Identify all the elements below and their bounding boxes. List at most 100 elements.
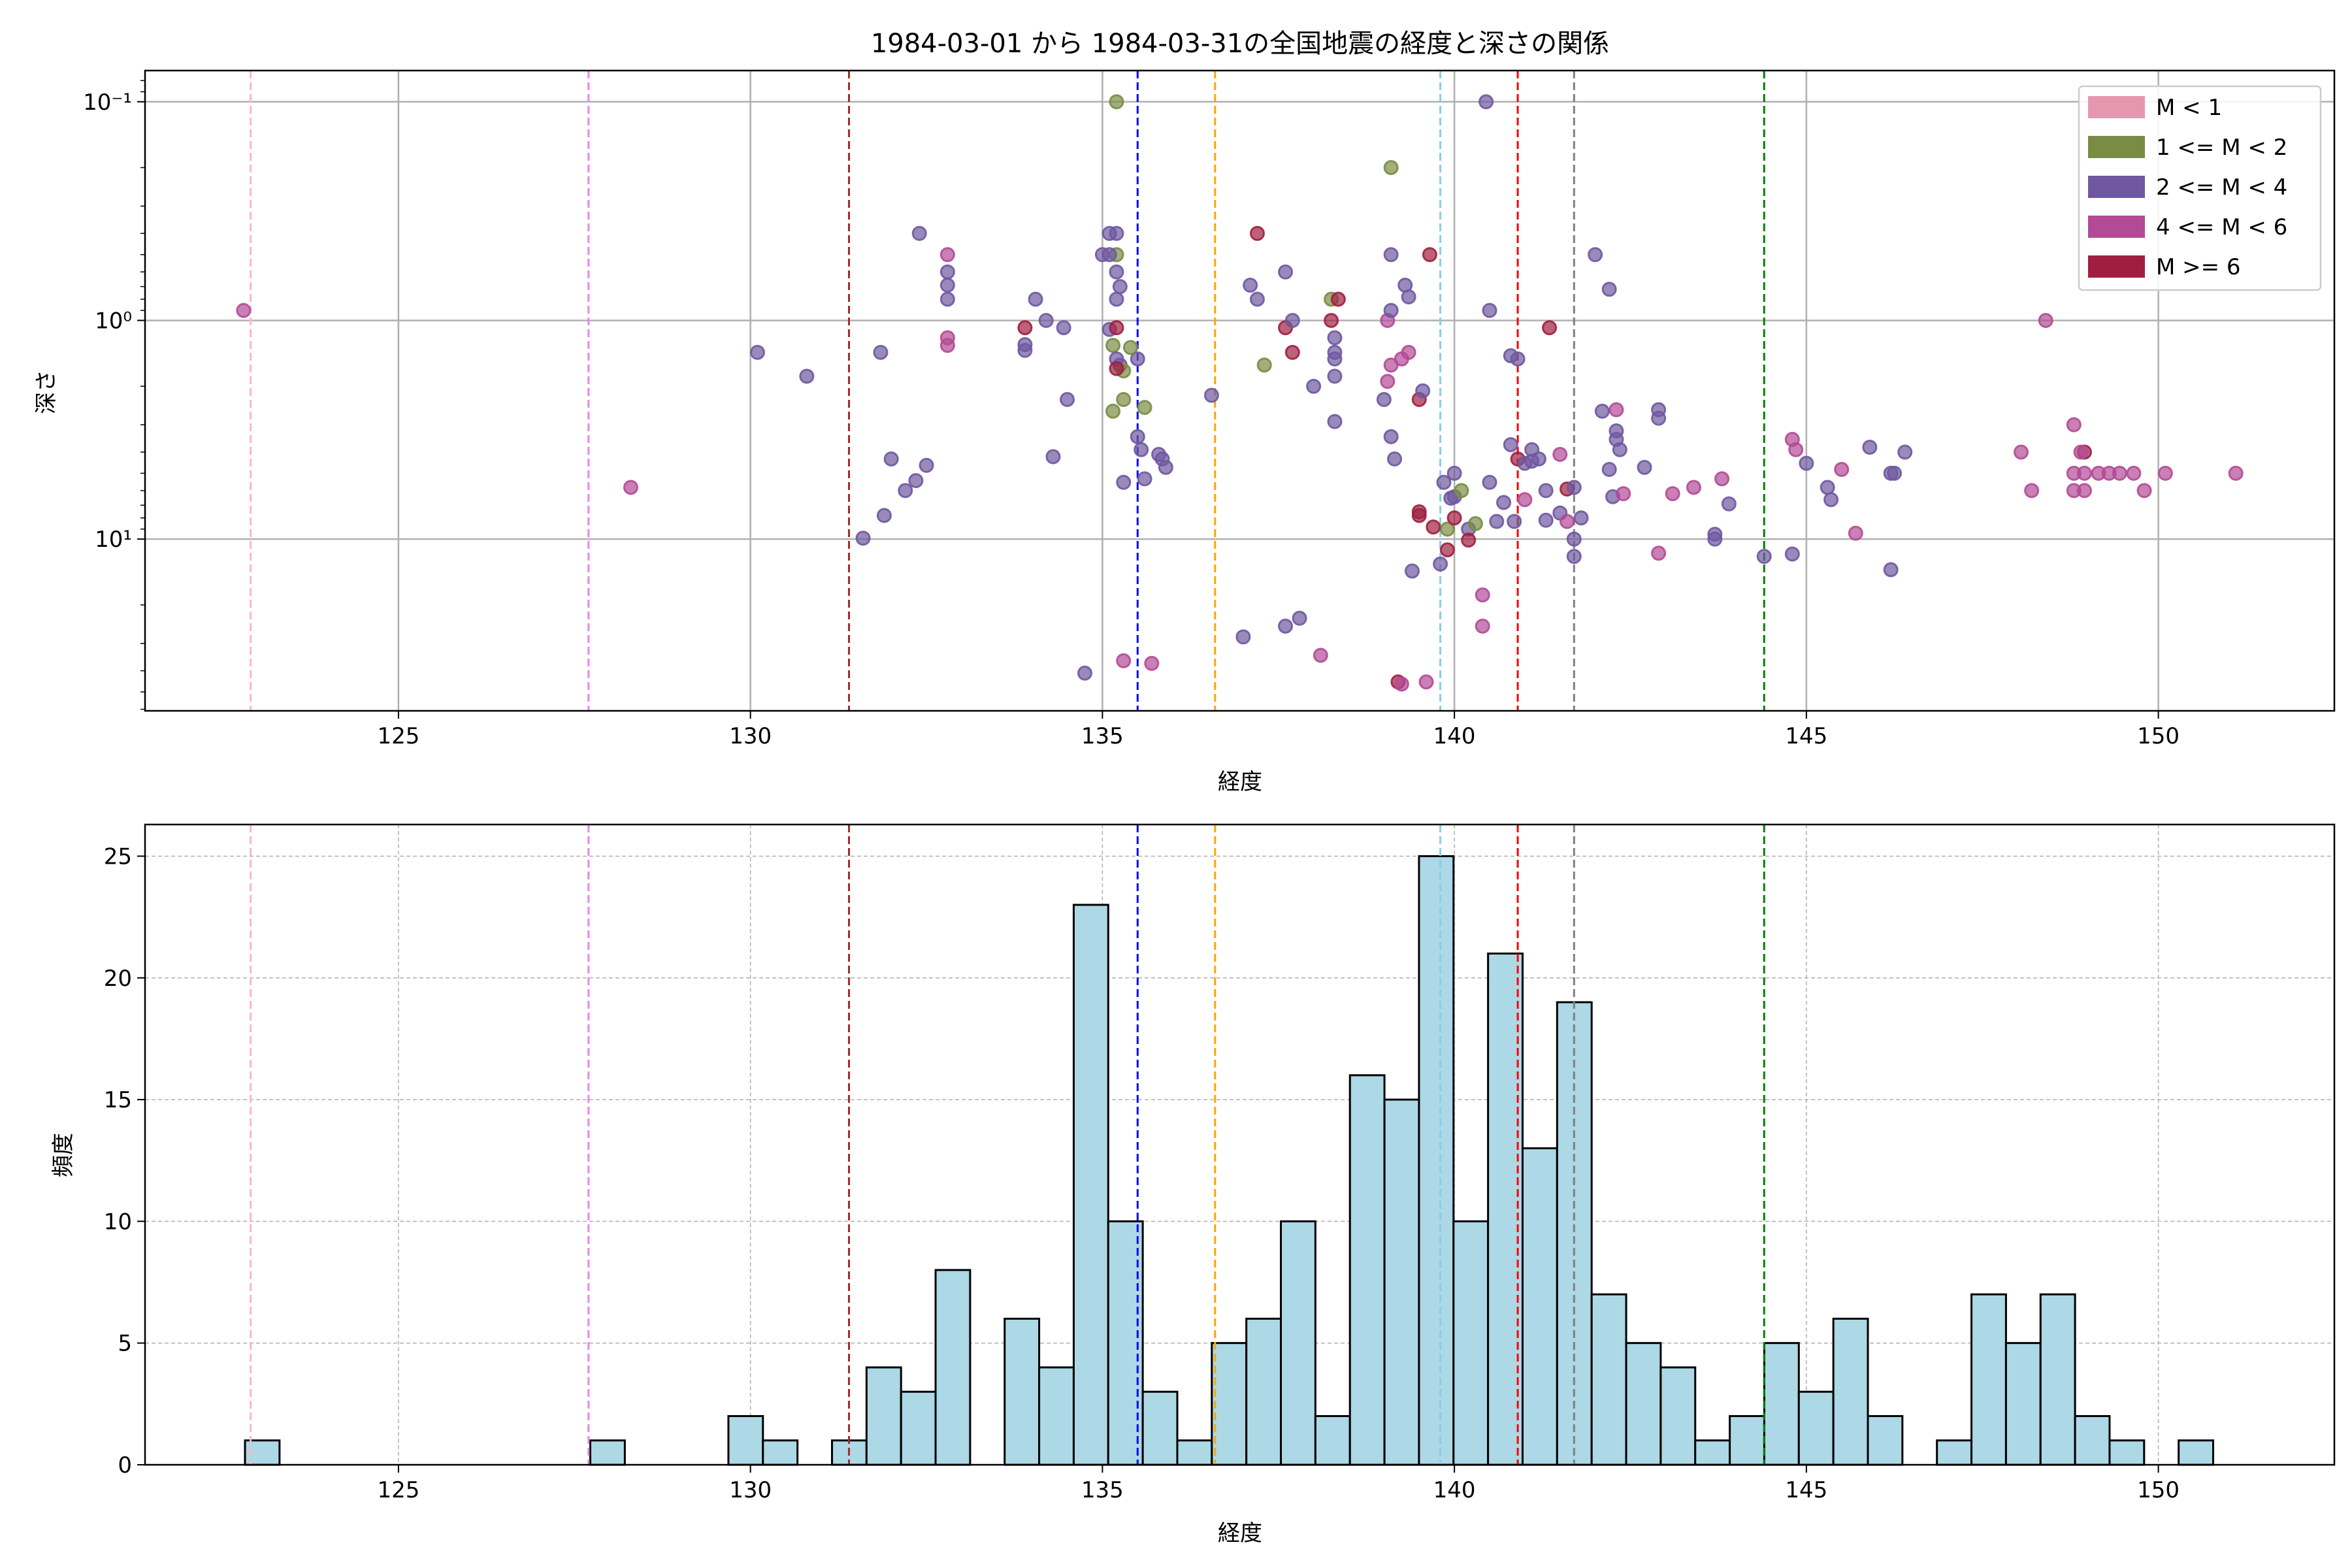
data-point [2228,465,2244,481]
data-point [1077,665,1092,681]
data-point [1038,312,1054,328]
x-tick-label: 135 [1081,1477,1124,1503]
legend-label: M >= 6 [2156,254,2241,280]
data-point [1426,519,1441,535]
scatter-y-label: 深さ [33,370,59,414]
data-point [1130,429,1145,444]
data-point [1467,516,1483,532]
data-point [1433,556,1448,572]
legend-label: 4 <= M < 6 [2156,214,2287,240]
data-point [236,302,252,318]
data-point [1566,531,1582,547]
data-point [1496,495,1512,510]
data-point [2126,465,2142,481]
data-point [2038,312,2053,328]
data-point [1573,510,1589,526]
data-point [1109,320,1124,336]
histogram-bar [1072,904,1109,1466]
data-point [1542,320,1558,336]
histogram-bar [1211,1342,1248,1466]
histogram-bar [1729,1414,1765,1466]
x-tick-label: 140 [1433,723,1476,749]
data-point [1144,655,1160,671]
x-tick-label: 140 [1433,1477,1476,1503]
data-point [1482,302,1497,318]
legend-label: 1 <= M < 2 [2156,135,2287,161]
data-point [1060,392,1075,408]
data-point [1112,279,1128,295]
histogram-bar [1280,1220,1316,1466]
data-point [1552,447,1568,463]
histogram-bar [2108,1439,2146,1466]
data-point [1313,647,1328,663]
data-point [939,278,955,293]
data-point [1475,618,1490,634]
y-tick-label: 15 [104,1087,132,1113]
data-point [1394,351,1409,367]
data-point [1862,440,1878,455]
data-point [1489,514,1505,529]
data-point [1439,542,1455,558]
data-point [1883,562,1899,578]
data-point [1524,442,1540,457]
histogram-bar [2004,1342,2042,1466]
data-point [1756,549,1772,564]
data-point [1799,455,1814,471]
y-tick-label: 0 [118,1452,132,1478]
y-tick-label: 5 [118,1331,132,1357]
data-point [1517,492,1533,508]
data-point [1482,474,1497,490]
data-point [1665,486,1680,502]
x-tick-label: 135 [1081,723,1124,749]
y-tick-label: 10⁰ [95,308,132,334]
x-tick-label: 145 [1785,1477,1827,1503]
data-point [1439,521,1455,537]
data-point [1616,486,1631,502]
histogram-bar [1625,1342,1662,1466]
data-point [2076,483,2092,498]
data-point [1609,402,1624,417]
data-point [1566,549,1582,564]
data-point [1243,278,1258,293]
data-point [1324,312,1339,328]
data-point [2157,465,2173,481]
data-point [1028,291,1043,307]
data-point [1116,474,1132,490]
data-point [1823,492,1839,508]
data-point [1411,508,1427,523]
data-point [908,473,924,489]
data-point [1327,414,1343,429]
data-point [2112,465,2127,481]
chart-title: 1984-03-01 から 1984-03-31の全国地震の経度と深さの関係 [871,29,1609,59]
data-point [1017,320,1033,336]
x-tick-label: 150 [2137,1477,2180,1503]
histogram-bar [1176,1439,1213,1466]
data-point [1454,483,1469,498]
data-point [1137,471,1152,487]
histogram-bar [1694,1439,1731,1466]
histogram-bar [1867,1414,1904,1466]
data-point [1327,330,1343,346]
histogram-bar [1659,1366,1697,1466]
data-point [1056,320,1071,336]
scatter-x-label: 経度 [1218,769,1262,795]
data-point [1278,618,1294,634]
data-point [1284,312,1300,328]
data-point [2066,417,2082,433]
data-point [1383,247,1399,263]
data-point [1446,465,1462,481]
histogram-bar [1521,1147,1558,1466]
histogram-bar [1348,1074,1386,1466]
scatter-axes: 125 130 135 140 145 150 10⁻¹ 10⁰ 10¹ M < 1 1 <= M … [83,69,2336,749]
data-point [1609,423,1624,439]
data-point [1566,480,1582,495]
legend-swatch [2088,255,2145,278]
data-point [1686,480,1701,495]
data-point [749,344,765,360]
data-point [1721,496,1737,512]
data-point [1612,442,1627,457]
histogram-bar [2074,1414,2111,1466]
data-point [1327,368,1343,384]
data-point [1249,225,1265,241]
data-point [1017,342,1033,358]
